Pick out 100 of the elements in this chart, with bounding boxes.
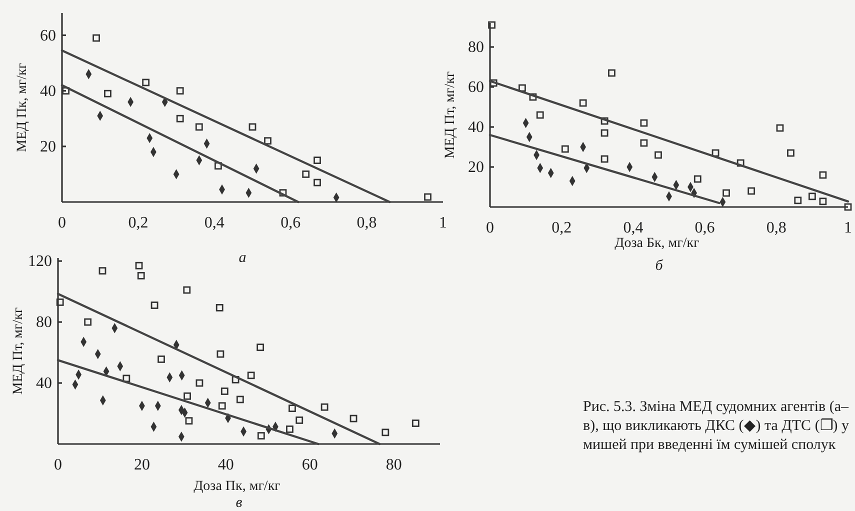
point <box>561 145 569 153</box>
point <box>600 117 608 125</box>
point <box>176 87 184 95</box>
y-tick-label: 120 <box>28 253 52 270</box>
y-tick-label: 60 <box>468 79 484 96</box>
point <box>722 189 730 197</box>
point <box>819 171 827 179</box>
point <box>264 137 272 145</box>
y-tick-label: 40 <box>40 82 56 100</box>
point <box>92 34 100 42</box>
point <box>600 155 608 163</box>
point <box>787 149 794 157</box>
point <box>135 262 143 270</box>
point <box>600 129 608 137</box>
x-axis-title: Доза Бк, мг/кг <box>614 236 700 251</box>
point <box>220 388 228 395</box>
point <box>286 426 294 433</box>
point <box>488 21 496 29</box>
point <box>424 193 432 201</box>
point <box>183 286 191 294</box>
y-axis-title: МЕД Пк, мг/кг <box>15 62 30 152</box>
point <box>819 198 827 206</box>
point <box>579 99 587 107</box>
point <box>490 79 498 87</box>
point <box>536 111 544 119</box>
y-tick-label: 80 <box>468 39 484 56</box>
point <box>122 374 130 382</box>
y-tick-label: 40 <box>468 119 484 136</box>
x-tick-label: 0 <box>58 214 66 232</box>
text: б <box>655 258 664 274</box>
y-axis-title: МЕД Пт, мг/кг <box>11 307 26 395</box>
point <box>214 162 222 170</box>
point <box>257 432 265 440</box>
y-tick-label: 60 <box>40 27 56 44</box>
point <box>694 175 702 183</box>
point <box>314 156 321 164</box>
point <box>216 350 224 358</box>
point <box>382 428 390 436</box>
point <box>56 298 64 306</box>
point <box>218 402 226 410</box>
point <box>736 159 744 167</box>
y-tick-label: 20 <box>468 159 484 176</box>
y-tick-label: 20 <box>40 138 56 156</box>
point <box>518 84 526 92</box>
point <box>314 178 321 186</box>
y-axis-title: МЕД Пт, мг/кг <box>443 71 458 159</box>
x-tick-label: 0,2 <box>552 219 572 236</box>
point <box>256 344 264 352</box>
point <box>412 420 420 427</box>
point <box>62 87 70 95</box>
x-tick-label: 20 <box>134 456 150 474</box>
x-tick-label: 0 <box>486 219 494 236</box>
point <box>808 192 816 200</box>
point <box>84 318 92 326</box>
point <box>748 187 756 195</box>
x-tick-label: 1 <box>439 214 447 232</box>
point <box>196 379 204 387</box>
point <box>350 414 358 422</box>
point <box>104 90 112 98</box>
y-tick-label: 40 <box>36 375 52 392</box>
point <box>776 124 784 132</box>
x-tick-label: 80 <box>386 456 402 474</box>
x-tick-label: 0 <box>54 456 62 474</box>
point <box>247 372 255 380</box>
point <box>158 356 165 363</box>
point <box>216 304 224 312</box>
x-tick-label: 0,4 <box>623 219 644 236</box>
point <box>142 78 150 86</box>
point <box>654 151 662 159</box>
x-axis-title: Доза Пк, мг/кг <box>194 479 281 494</box>
point <box>98 267 106 275</box>
point <box>279 189 287 197</box>
x-tick-label: 0,6 <box>280 214 301 232</box>
point <box>236 396 244 404</box>
y-tick-label: 80 <box>36 314 52 332</box>
text: а <box>238 250 246 266</box>
x-tick-label: 0,8 <box>356 214 377 232</box>
point <box>640 119 648 127</box>
x-tick-label: 0,4 <box>204 214 224 232</box>
point <box>150 302 158 309</box>
point <box>184 392 191 400</box>
point <box>248 123 256 131</box>
point <box>302 170 310 178</box>
point <box>640 139 648 147</box>
point <box>608 69 616 77</box>
point <box>712 149 720 157</box>
point <box>185 417 193 425</box>
x-tick-label: 0,2 <box>128 214 148 232</box>
point <box>320 403 328 411</box>
text: в <box>236 495 243 511</box>
text: Рис. 5.3. Зміна МЕД судомних агентів (а–в), що викликають ДКС (◆) та ДТС (❐) у мишей при введенні їм сумішей сполук <box>583 398 850 455</box>
point <box>794 196 802 204</box>
point <box>844 203 852 211</box>
x-tick-label: 0,6 <box>694 219 715 236</box>
x-tick-label: 60 <box>302 456 318 474</box>
point <box>195 123 203 131</box>
point <box>232 376 240 384</box>
x-tick-label: 40 <box>218 456 234 474</box>
point <box>137 272 145 280</box>
point <box>296 416 304 424</box>
